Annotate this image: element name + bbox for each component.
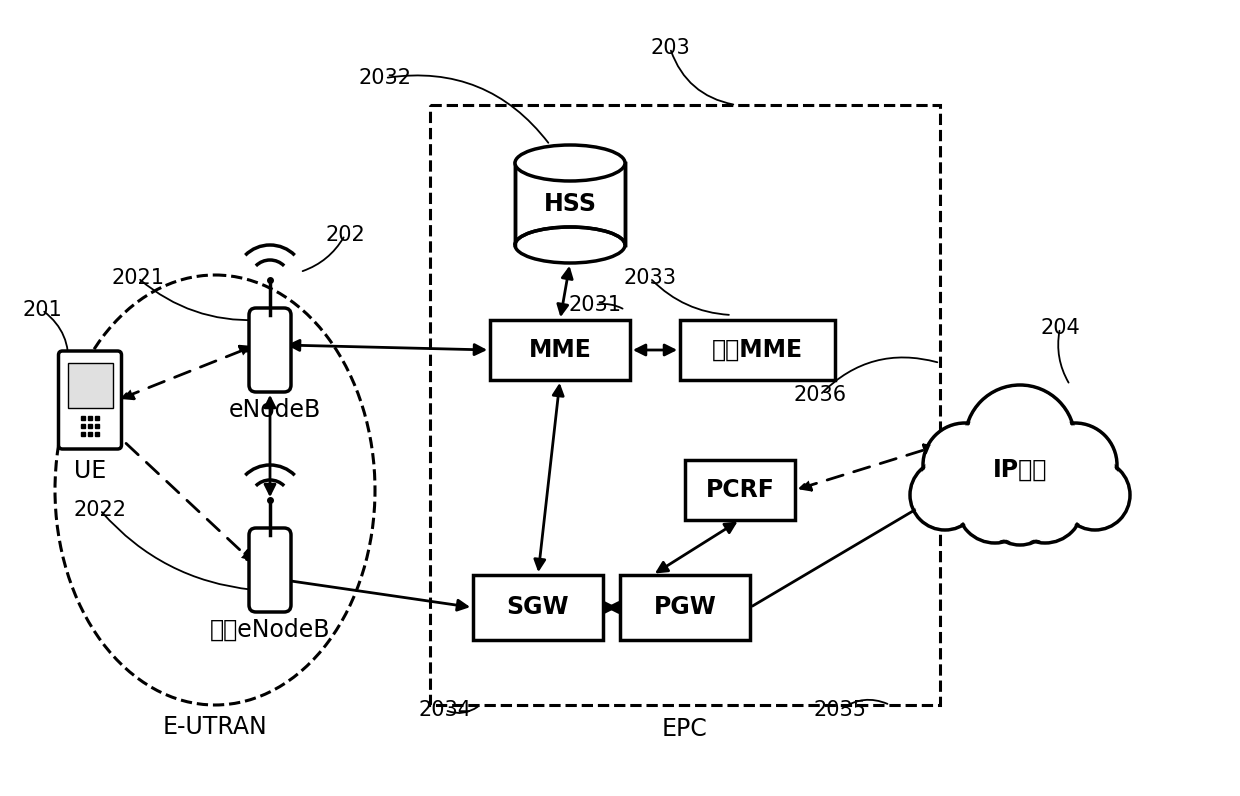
Bar [680, 320, 835, 380]
Bar [472, 575, 603, 640]
Text: E-UTRAN: E-UTRAN [162, 715, 268, 739]
Circle shape [988, 478, 1052, 542]
Text: 2021: 2021 [112, 268, 165, 288]
Text: 2032: 2032 [358, 68, 412, 88]
Text: EPC: EPC [662, 717, 708, 741]
Ellipse shape [515, 227, 625, 263]
Text: 其它MME: 其它MME [712, 338, 804, 362]
Text: 201: 201 [22, 300, 62, 320]
Text: 204: 204 [1040, 318, 1080, 338]
Circle shape [1060, 460, 1130, 530]
FancyBboxPatch shape [430, 105, 940, 705]
FancyBboxPatch shape [249, 528, 291, 612]
Text: 2022: 2022 [73, 500, 126, 520]
Circle shape [965, 385, 1075, 495]
Text: 2033: 2033 [624, 268, 677, 288]
Text: 2034: 2034 [419, 700, 471, 720]
Circle shape [913, 463, 977, 527]
Bar [516, 163, 624, 245]
Circle shape [985, 475, 1055, 545]
Text: PCRF: PCRF [706, 478, 775, 502]
Text: 2035: 2035 [813, 700, 867, 720]
Circle shape [1007, 467, 1083, 543]
Ellipse shape [515, 145, 625, 181]
Text: IP业务: IP业务 [993, 458, 1048, 482]
Text: 其它eNodeB: 其它eNodeB [210, 618, 330, 642]
Circle shape [1063, 463, 1127, 527]
Ellipse shape [55, 275, 374, 705]
Text: MME: MME [528, 338, 591, 362]
Circle shape [968, 388, 1073, 492]
Text: 203: 203 [650, 38, 689, 58]
Bar [515, 163, 625, 245]
FancyBboxPatch shape [249, 308, 291, 392]
Bar [620, 575, 750, 640]
Text: UE: UE [74, 459, 107, 483]
Bar [684, 460, 795, 520]
Circle shape [923, 423, 1007, 507]
Text: SGW: SGW [507, 595, 569, 619]
Circle shape [1035, 426, 1114, 504]
Circle shape [957, 467, 1033, 543]
Bar [490, 320, 630, 380]
Circle shape [1011, 470, 1080, 540]
Bar [67, 363, 113, 408]
Text: 2031: 2031 [568, 295, 621, 315]
Text: eNodeB: eNodeB [229, 398, 321, 422]
Circle shape [910, 460, 980, 530]
Text: HSS: HSS [543, 192, 596, 216]
Text: PGW: PGW [653, 595, 717, 619]
Text: 202: 202 [325, 225, 365, 245]
FancyBboxPatch shape [58, 351, 122, 449]
Circle shape [926, 426, 1004, 504]
Circle shape [960, 470, 1030, 540]
Text: 2036: 2036 [794, 385, 847, 405]
Circle shape [1033, 423, 1117, 507]
